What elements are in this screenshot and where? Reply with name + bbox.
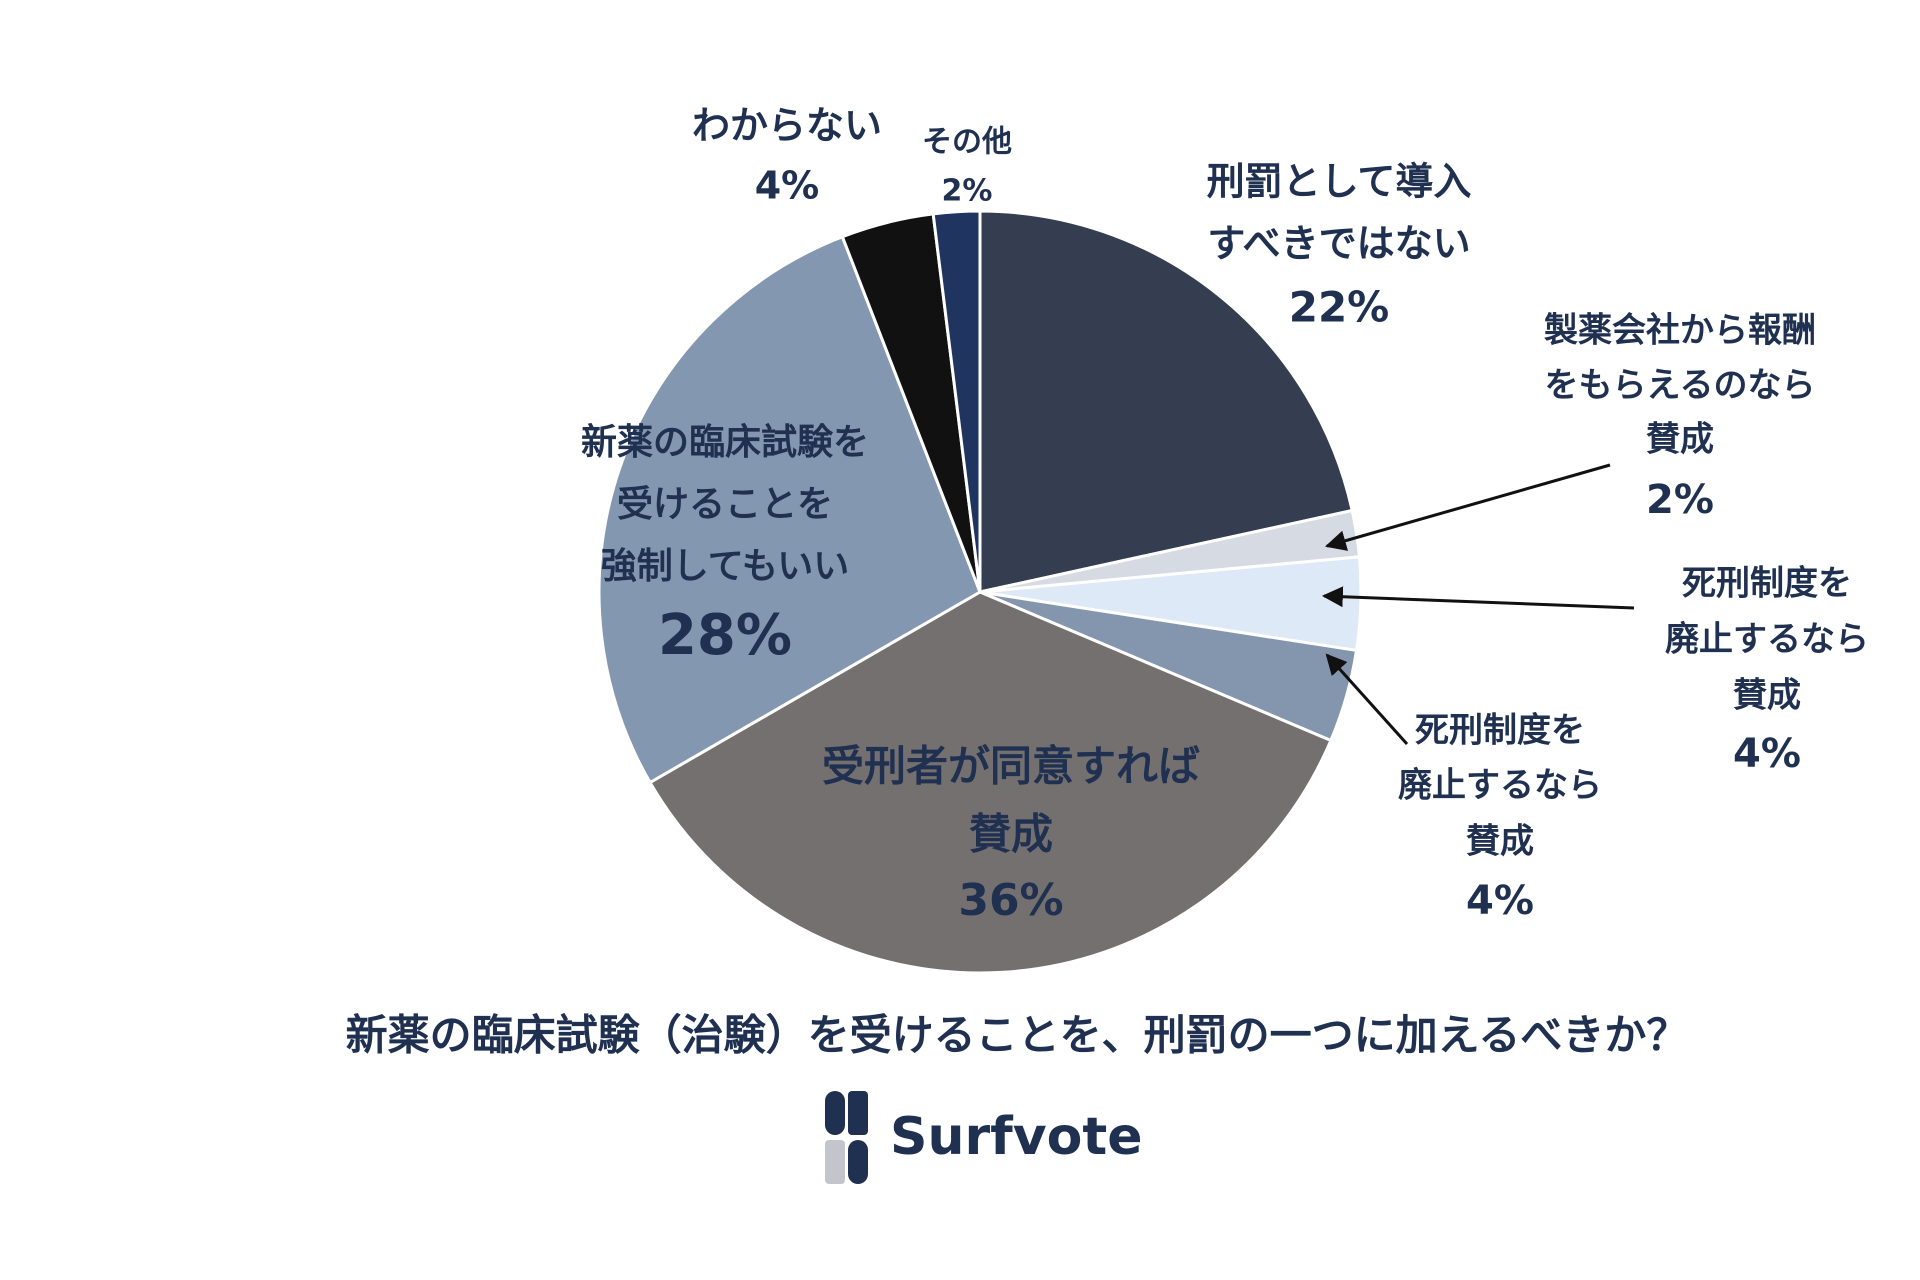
pie-slice — [978, 209, 1354, 594]
chart-title: 新薬の臨床試験（治験）を受けることを、刑罰の一つに加えるべきか？ — [346, 1011, 1689, 1060]
value-label: 36% — [958, 875, 1063, 926]
slice-label: 死刑制度を — [1415, 711, 1585, 751]
pie-slice — [931, 209, 982, 593]
value-label: 4% — [1466, 878, 1534, 924]
slice-label: 賛成 — [1733, 676, 1801, 716]
arrow — [1321, 586, 1635, 610]
value-label: 2% — [1646, 477, 1714, 523]
slice-label: 刑罰として導入 — [1207, 160, 1472, 204]
slice-label: すべきではない — [1207, 222, 1470, 266]
value-label: 22% — [1289, 283, 1390, 332]
slice-label: をもらえるのなら — [1545, 366, 1816, 406]
logo-icon — [825, 1091, 868, 1184]
arrow — [1324, 463, 1611, 551]
slice-label: その他 — [922, 125, 1012, 160]
slice-label: わからない — [692, 104, 882, 148]
slice-label: 製薬会社から報酬 — [1544, 311, 1816, 351]
brand: Surfvote — [890, 1107, 1142, 1167]
value-label: 4% — [755, 164, 820, 208]
pie — [597, 209, 1363, 975]
pie-slice — [647, 590, 1333, 975]
slice-label: 受刑者が同意すれば — [822, 742, 1200, 791]
slice-label: 賛成 — [969, 810, 1053, 859]
slice-label: 賛成 — [1646, 420, 1714, 460]
slice-label: 受けることを — [617, 484, 833, 525]
slice-label: 強制してもいい — [601, 546, 849, 587]
pie-slice — [597, 234, 982, 785]
value-label: 28% — [658, 603, 792, 668]
arrow — [1325, 653, 1409, 746]
slice-label: 廃止するなら — [1398, 766, 1602, 806]
slice-label: 死刑制度を — [1682, 564, 1852, 604]
value-label: 2% — [942, 174, 993, 209]
slice-label: 賛成 — [1466, 822, 1534, 862]
slice-label: 廃止するなら — [1665, 620, 1869, 660]
value-label: 4% — [1733, 731, 1801, 777]
slice-label: 新薬の臨床試験を — [581, 422, 869, 463]
